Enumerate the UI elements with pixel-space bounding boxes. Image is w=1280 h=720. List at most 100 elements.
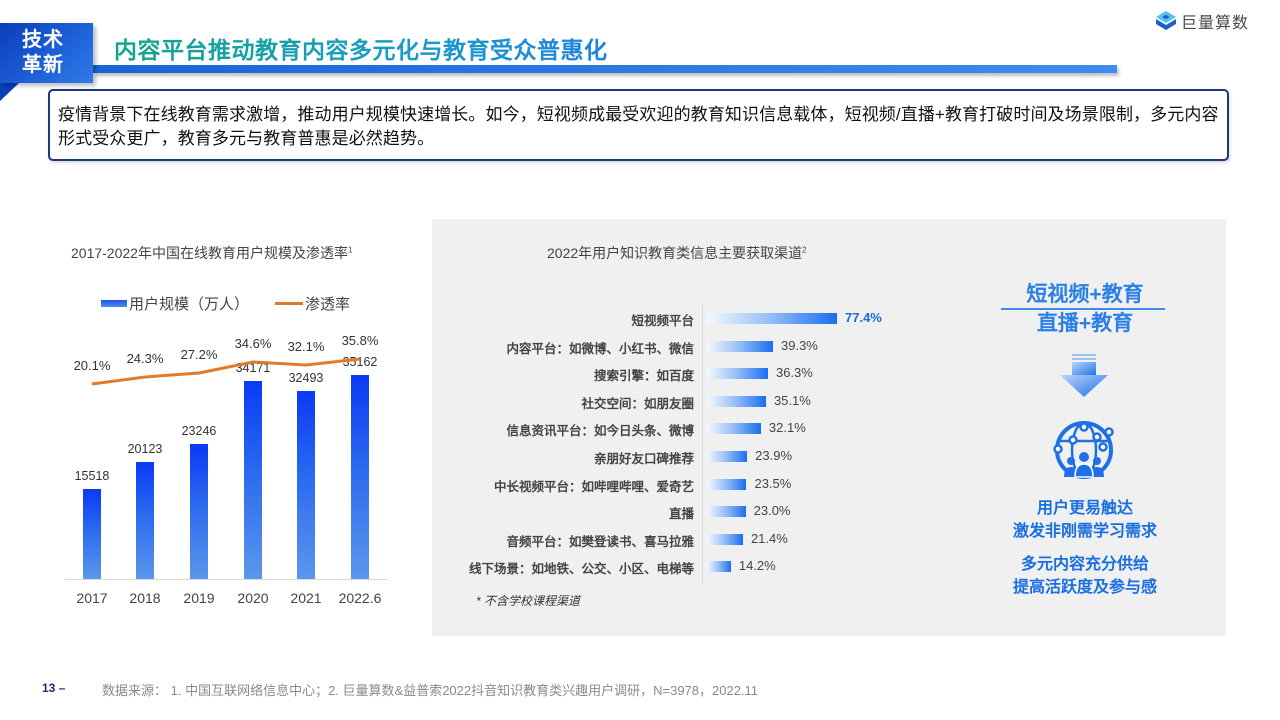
channel-label: 搜索引擎：如百度 [593,369,694,384]
x-axis-tick-label: 2022.6 [338,590,382,606]
channel-value: 35.1% [773,392,811,408]
channel-row: 中长视频平台：如哔哩哔哩、爱奇艺 23.5% [432,474,912,494]
right-panel [432,219,1226,636]
penetration-rate-label: 34.6% [234,336,272,351]
channel-bar [707,561,731,573]
x-axis-tick-label: 2017 [76,590,108,606]
x-axis-tick-label: 2021 [290,590,322,606]
channel-row: 内容平台：如微博、小红书、微信 39.3% [432,336,912,356]
penetration-rate-label: 20.1% [73,358,111,373]
channel-row: 信息资讯平台：如今日头条、微博 32.1% [432,418,912,438]
globe-people-icon [1053,421,1114,479]
legend-bar-label: 用户规模（万人） [129,296,250,313]
penetration-rate-label: 27.2% [180,347,218,362]
side-headline-1: 短视频+教育 [1026,283,1144,306]
bar-user-scale [136,462,154,579]
bar-value-label: 20123 [127,442,163,457]
side-headline: 短视频+教育 直播+教育 [999,280,1171,338]
side-text-block-1: 用户更易触达 激发非刚需学习需求 [990,497,1180,543]
legend-bar-swatch-icon [101,300,127,307]
right-chart-note: * 不含学校课程渠道 [476,594,581,608]
channel-label: 音频平台：如樊登读书、喜马拉雅 [506,534,694,549]
x-axis-tick-label: 2019 [183,590,215,606]
badge-tail [0,83,19,101]
channel-row: 亲朋好友口碑推荐 23.9% [432,446,912,466]
x-axis-tick-label: 2020 [237,590,269,606]
badge-line-2: 革新 [22,54,64,76]
channel-bar [707,533,743,545]
badge-line-1: 技术 [22,29,64,51]
bar-value-label: 34171 [235,360,271,375]
side-headline-2: 直播+教育 [1036,312,1134,335]
channel-row: 短视频平台 77.4% [432,308,912,328]
side-text-2a: 多元内容充分供给 [1020,556,1149,573]
channel-value: 14.2% [738,558,776,574]
brand-logo: 巨量算数 [1155,9,1249,33]
bar-user-scale [244,380,262,579]
channel-value: 39.3% [781,337,818,353]
summary-text: 疫情背景下在线教育需求激增，推动用户规模快速增长。如今，短视频成最受欢迎的教育知… [58,105,1219,148]
channel-label: 社交空间：如朋友圈 [581,396,694,411]
channel-bar [707,478,747,490]
channel-value: 21.4% [750,530,788,546]
section-badge: 技术 革新 [0,23,93,83]
channel-row: 直播 23.0% [432,501,912,521]
bar-value-label: 35162 [342,355,378,370]
left-chart-title-footnote: 1 [347,245,353,255]
bar-user-scale [190,444,208,579]
down-arrow-icon [1060,354,1108,397]
channel-value: 23.0% [753,503,791,519]
left-chart-x-axis [65,579,387,580]
channel-bar [707,451,748,462]
channel-bar [707,313,837,324]
brand-logo-text: 巨量算数 [1181,15,1250,32]
channel-row: 线下场景：如地铁、公交、小区、电梯等 14.2% [432,556,912,576]
legend-line-label: 渗透率 [305,296,351,313]
channel-value: 23.5% [754,475,792,491]
legend-line-swatch-icon [275,302,304,305]
right-chart-title: 2022年用户知识教育类信息主要获取渠道2 [547,243,807,263]
left-chart-title: 2017-2022年中国在线教育用户规模及渗透率1 [71,243,352,263]
channel-bar [707,423,761,435]
right-chart-title-footnote: 2 [802,245,807,255]
bar-value-label: 23246 [181,424,217,439]
bar-user-scale [297,390,315,579]
channel-label: 中长视频平台：如哔哩哔哩、爱奇艺 [493,479,694,494]
channel-label: 信息资讯平台：如今日头条、微博 [506,424,694,439]
page-title: 内容平台推动教育内容多元化与教育受众普惠化 [114,31,608,65]
section-badge-text: 技术 革新 [22,28,64,78]
channel-bar [707,340,773,352]
channel-label: 线下场景：如地铁、公交、小区、电梯等 [468,562,694,577]
channel-bar [707,368,768,380]
page-number: 13 – [42,681,66,695]
side-text-block-2: 多元内容充分供给 提高活跃度及参与感 [990,553,1180,599]
side-headline-divider [1001,308,1165,310]
bar-value-label: 32493 [288,370,324,385]
channel-label: 直播 [668,507,694,522]
channel-row: 搜索引擎：如百度 36.3% [432,363,912,383]
right-chart-title-text: 2022年用户知识教育类信息主要获取渠道 [547,245,803,261]
x-axis-tick-label: 2018 [129,590,161,606]
channel-label: 短视频平台 [631,314,694,328]
penetration-rate-label: 32.1% [287,339,325,354]
channel-label: 内容平台：如微博、小红书、微信 [506,341,694,356]
bar-value-label: 15518 [74,468,110,483]
left-chart-title-text: 2017-2022年中国在线教育用户规模及渗透率 [71,245,348,261]
side-text-1b: 激发非刚需学习需求 [1012,523,1157,540]
bar-user-scale [83,488,101,579]
title-underline-bar [93,65,1117,73]
channel-row: 社交空间：如朋友圈 35.1% [432,391,912,411]
brand-logo-icon [1156,11,1176,30]
data-source-note: 数据来源： 1. 中国互联网络信息中心；2. 巨量算数&益普索2022抖音知识教… [102,683,759,698]
summary-box: 疫情背景下在线教育需求激增，推动用户规模快速增长。如今，短视频成最受欢迎的教育知… [48,89,1229,161]
channel-value: 32.1% [768,420,806,436]
side-text-2b: 提高活跃度及参与感 [1012,579,1157,596]
bar-user-scale [351,375,369,579]
left-chart-legend: 用户规模（万人） 渗透率 [101,293,350,314]
right-chart-y-axis [702,303,703,585]
channel-bar [707,395,766,407]
channel-value: 23.9% [755,448,793,463]
channel-value: 77.4% [845,310,882,325]
penetration-rate-label: 24.3% [126,351,164,366]
channel-bar [707,506,746,518]
